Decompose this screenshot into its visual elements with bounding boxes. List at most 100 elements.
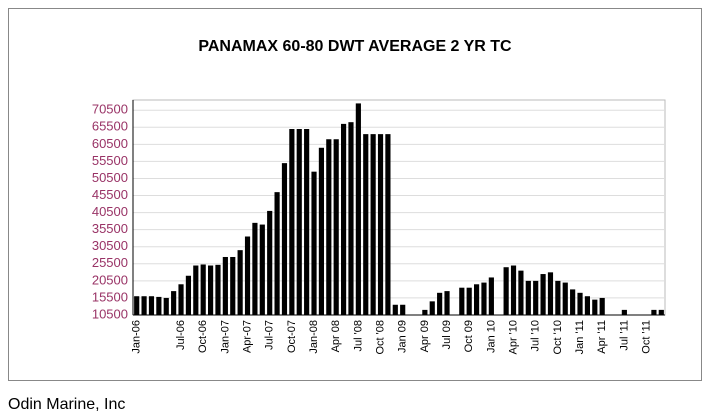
bar [171,291,177,315]
y-tick-label: 50500 [92,170,128,185]
bar [244,236,251,315]
bar [340,123,347,315]
bar [148,296,155,315]
x-tick-label: Jul-06 [175,320,187,350]
y-tick-label: 15500 [92,289,128,304]
bar [178,284,184,315]
bar [267,210,273,315]
x-tick-label: Apr 08 [330,320,342,352]
bar [200,264,206,315]
y-tick-label: 25500 [92,255,128,270]
bar [651,309,657,315]
bar [333,139,339,315]
bar [555,280,561,315]
bar [584,296,591,315]
bar [570,289,576,315]
y-tick-label: 45500 [92,187,128,202]
chart-title: PANAMAX 60-80 DWT AVERAGE 2 YR TC [198,38,512,55]
x-tick-label: Jul '11 [618,320,630,351]
bar [318,147,325,315]
bar [237,250,243,315]
x-tick-label: Oct 09 [463,320,475,352]
bar [533,280,539,315]
bar [348,122,354,315]
bar [400,304,406,315]
x-tick-label: Jul 09 [441,320,453,349]
bar [163,297,169,315]
bar [459,287,465,315]
x-tick-label: Jul '10 [530,320,542,351]
bar [525,280,531,315]
bar [547,272,554,315]
bar [540,274,546,315]
x-tick-label: Apr-07 [241,320,253,353]
x-tick-label: Jul-07 [264,320,276,350]
y-tick-label: 40500 [92,204,128,219]
bar [289,129,295,315]
bar [481,282,487,315]
x-tick-label: Oct-06 [197,320,209,353]
bar [658,309,664,315]
bar [503,267,509,315]
plot-area [132,99,666,316]
x-tick-label: Oct-07 [286,320,298,353]
x-tick-label: Oct '08 [374,320,386,355]
x-tick-label: Apr 09 [419,320,431,352]
bar [355,103,361,316]
bar [444,291,450,315]
bar [473,284,480,315]
x-tick-label: Jul '08 [352,320,364,351]
bar [592,299,598,315]
bar [510,265,517,315]
x-tick-label: Jan '11 [574,320,586,354]
bar [259,224,265,315]
bar [134,296,140,315]
x-tick-label: Apr '11 [596,320,608,354]
bar [392,304,398,315]
bar [230,256,236,315]
bar [215,264,221,315]
y-tick-label: 55500 [92,153,128,168]
bar [141,296,147,315]
bar [193,265,199,315]
bar [252,222,258,315]
x-tick-label: Jan-06 [131,320,143,354]
y-tick-label: 30500 [92,238,128,253]
x-tick-label: Apr '10 [507,320,519,355]
bar [429,301,435,315]
footer: Odin Marine, Inc [8,396,125,413]
bar [377,134,384,315]
x-tick-label: Jan-07 [219,320,231,354]
x-tick-label: Jan 10 [485,320,497,353]
y-tick-label: 65500 [92,119,128,134]
bar [599,297,605,315]
bar [326,139,332,315]
bar [156,296,162,315]
y-tick-label: 20500 [92,272,128,287]
y-tick-label: 10500 [92,306,128,321]
x-tick-label: Jan-08 [308,320,320,354]
y-tick-label: 35500 [92,221,128,236]
bar [311,171,317,315]
bar [274,192,280,315]
bar [437,292,443,315]
x-tick-label: Jan 09 [397,320,409,353]
bar [562,282,568,315]
bar [304,129,310,315]
bar [281,163,288,315]
x-tick-label: Oct '11 [640,320,652,354]
bar [577,292,583,315]
y-tick-label: 70500 [92,102,128,117]
bar [363,134,369,315]
bar [207,265,214,315]
bar [518,270,524,315]
bar [370,134,376,315]
bar [385,134,391,315]
y-tick-label: 60500 [92,136,128,151]
bar [488,277,494,315]
bar [222,256,228,315]
bar [296,129,302,315]
bar [422,309,428,315]
x-tick-label: Oct '10 [552,320,564,355]
